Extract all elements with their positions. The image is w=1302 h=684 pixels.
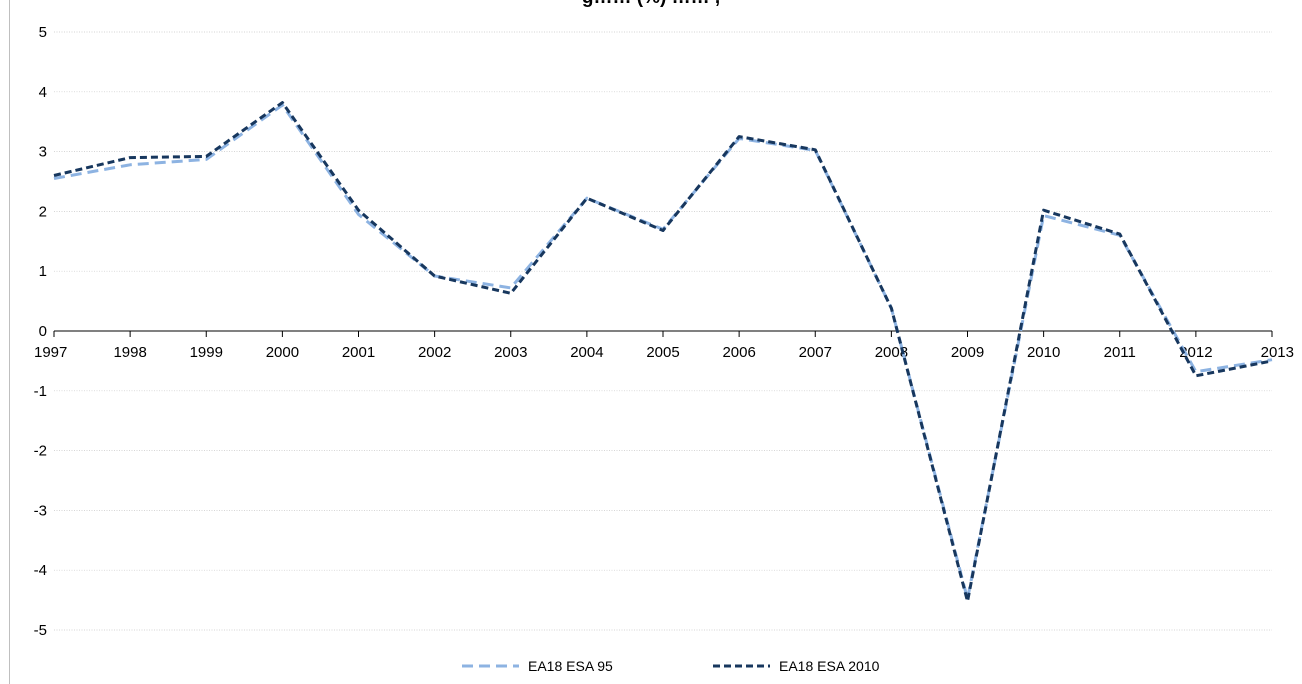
y-tick-label: -3 [34,502,47,519]
x-tick-label: 2005 [646,344,679,361]
y-tick-label: 2 [39,203,47,220]
x-tick-label: 2009 [951,344,984,361]
legend-label-2: EA18 ESA 2010 [779,658,880,674]
series-lines [53,101,1273,603]
y-tick-label: -5 [34,622,47,639]
x-tick-label: 1999 [190,344,223,361]
x-tick-label: 2012 [1179,344,1212,361]
x-axis-tick-labels: 1997 1998 1999 2000 2001 2002 2003 2004 2005 2006… [34,344,1294,361]
y-tick-label: 0 [39,323,47,340]
x-tick-label: 2004 [570,344,603,361]
y-axis-tick-labels: 5 4 3 2 1 0 -1 -2 -3 -4 -5 [34,24,47,639]
x-tick-label: 2000 [266,344,299,361]
x-tick-label: 2007 [799,344,832,361]
x-tick-label: 1997 [34,344,67,361]
x-tick-label: 2006 [722,344,755,361]
y-tick-label: -1 [34,383,47,400]
legend: EA18 ESA 95 EA18 ESA 2010 [462,658,880,674]
legend-label-1: EA18 ESA 95 [528,658,613,674]
y-tick-label: 3 [39,144,47,161]
y-tick-label: -4 [34,562,47,579]
y-tick-label: 5 [39,24,47,41]
y-tick-label: 1 [39,263,47,280]
y-tick-label: -2 [34,443,47,460]
x-tick-label: 2010 [1027,344,1060,361]
x-tick-label: 2001 [342,344,375,361]
x-tick-label: 2003 [494,344,527,361]
x-tick-label: 2002 [418,344,451,361]
y-tick-label: 4 [39,84,47,101]
x-tick-label: 2013 [1261,344,1294,361]
chart-title: g…… (%) …… , [582,0,720,8]
x-tick-label: 1998 [113,344,146,361]
x-tick-label: 2011 [1104,344,1136,361]
gridlines [54,31,1272,631]
x-axis [53,330,1273,337]
x-tick-label: 2008 [875,344,908,361]
